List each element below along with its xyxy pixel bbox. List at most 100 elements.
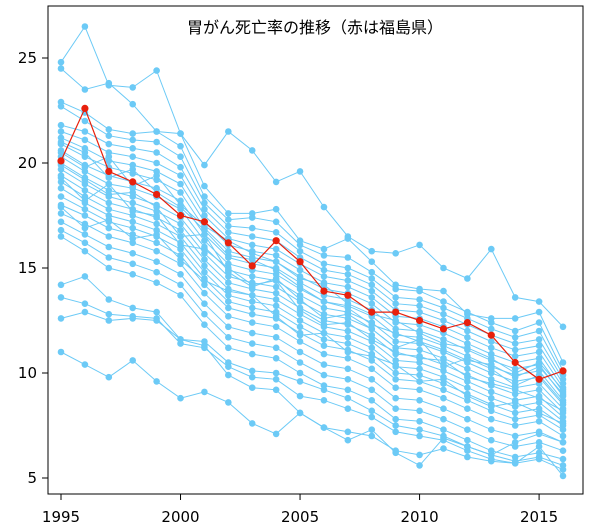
- prefecture-series-point: [201, 300, 208, 308]
- prefecture-series-point: [368, 336, 376, 343]
- prefecture-series-point: [344, 365, 352, 373]
- prefecture-series-point: [177, 180, 184, 188]
- prefecture-series-point: [416, 397, 423, 404]
- prefecture-series-point: [464, 344, 471, 352]
- prefecture-series-line: [60, 168, 564, 410]
- prefecture-series-point: [153, 67, 160, 74]
- prefecture-series-point: [392, 338, 399, 345]
- prefecture-series-point: [440, 376, 447, 383]
- prefecture-series-point: [392, 369, 399, 377]
- prefecture-series-point: [487, 245, 495, 253]
- prefecture-series-point: [201, 212, 208, 219]
- prefecture-series: [57, 348, 567, 469]
- prefecture-series-point: [177, 163, 184, 171]
- prefecture-series-point: [57, 203, 65, 211]
- prefecture-series-point: [392, 422, 399, 429]
- prefecture-series-point: [344, 348, 352, 356]
- prefecture-series-point: [248, 298, 256, 305]
- fukushima-series-point: [296, 258, 304, 266]
- prefecture-series-point: [392, 405, 399, 413]
- prefecture-series-point: [296, 409, 304, 417]
- prefecture-series-point: [272, 218, 280, 226]
- prefecture-series-point: [57, 281, 65, 289]
- prefecture-series-point: [559, 455, 567, 463]
- prefecture-series-point: [392, 317, 399, 324]
- prefecture-series-point: [81, 163, 89, 171]
- prefecture-series-point: [368, 281, 376, 289]
- prefecture-series-point: [201, 262, 208, 270]
- prefecture-series-point: [201, 321, 208, 329]
- prefecture-series-point: [272, 334, 280, 341]
- prefecture-series-point: [248, 350, 256, 358]
- prefecture-series-point: [487, 426, 495, 434]
- prefecture-series-point: [81, 117, 89, 125]
- prefecture-series-point: [105, 264, 113, 272]
- prefecture-series-point: [57, 218, 65, 226]
- prefecture-series-point: [201, 342, 208, 350]
- prefecture-series-point: [248, 329, 256, 337]
- prefecture-series-point: [177, 292, 184, 299]
- prefecture-series-point: [392, 294, 399, 301]
- prefecture-series-point: [368, 300, 376, 308]
- prefecture-series-line: [60, 236, 564, 460]
- prefecture-series: [57, 226, 567, 455]
- prefecture-series-point: [105, 233, 113, 240]
- prefecture-series-point: [129, 218, 137, 226]
- prefecture-series-point: [559, 466, 567, 473]
- prefecture-series-point: [225, 371, 232, 379]
- prefecture-series-point: [511, 294, 519, 301]
- prefecture-series-point: [177, 220, 184, 228]
- prefecture-series-point: [129, 153, 137, 160]
- prefecture-series-point: [535, 336, 543, 343]
- prefecture-series-point: [392, 348, 399, 356]
- prefecture-series-point: [416, 418, 423, 425]
- prefecture-series-point: [153, 317, 160, 324]
- fukushima-series-point: [320, 287, 328, 295]
- prefecture-series-point: [296, 283, 304, 291]
- prefecture-series-point: [177, 256, 184, 263]
- fukushima-series-point: [487, 331, 495, 339]
- prefecture-series-point: [81, 361, 89, 368]
- prefecture-series-point: [559, 386, 567, 394]
- prefecture-series-point: [320, 260, 328, 268]
- prefecture-series-point: [272, 252, 280, 259]
- prefecture-series: [57, 161, 567, 406]
- prefecture-series-point: [392, 394, 399, 402]
- fukushima-series-point: [57, 157, 65, 165]
- prefecture-series-point: [535, 348, 543, 356]
- prefecture-series-point: [105, 205, 113, 213]
- prefecture-series-point: [416, 346, 423, 354]
- prefecture-series-point: [177, 153, 184, 160]
- prefecture-series-point: [320, 203, 328, 211]
- prefecture-series-point: [296, 247, 304, 255]
- prefecture-series-line: [60, 162, 564, 405]
- x-axis: 1995 2000 2005 2010 2015: [42, 494, 558, 526]
- prefecture-series-point: [57, 193, 65, 200]
- prefecture-series-point: [344, 394, 352, 402]
- prefecture-series-point: [511, 415, 519, 423]
- prefecture-series-point: [559, 447, 567, 455]
- prefecture-series-point: [177, 241, 184, 249]
- prefecture-series-point: [105, 310, 113, 318]
- prefecture-series-point: [105, 317, 113, 324]
- prefecture-series-point: [320, 266, 328, 274]
- prefecture-series-point: [368, 376, 376, 383]
- prefecture-series-point: [511, 315, 519, 322]
- prefecture-series-point: [81, 86, 89, 93]
- prefecture-series-point: [272, 376, 280, 383]
- prefecture-series-point: [153, 268, 160, 276]
- fukushima-series-point: [153, 190, 161, 199]
- prefecture-series-line: [60, 206, 564, 424]
- prefecture-series-point: [487, 344, 495, 352]
- plot-frame: [47, 5, 584, 495]
- fukushima-series-point: [105, 167, 113, 175]
- prefecture-series-point: [559, 359, 567, 366]
- prefecture-series-point: [296, 331, 304, 339]
- prefecture-series-point: [201, 237, 208, 244]
- prefecture-series-point: [129, 224, 137, 232]
- prefecture-series-point: [344, 436, 352, 444]
- fukushima-series-point: [392, 308, 400, 316]
- prefecture-series-point: [153, 308, 160, 316]
- prefecture-series-point: [105, 373, 113, 381]
